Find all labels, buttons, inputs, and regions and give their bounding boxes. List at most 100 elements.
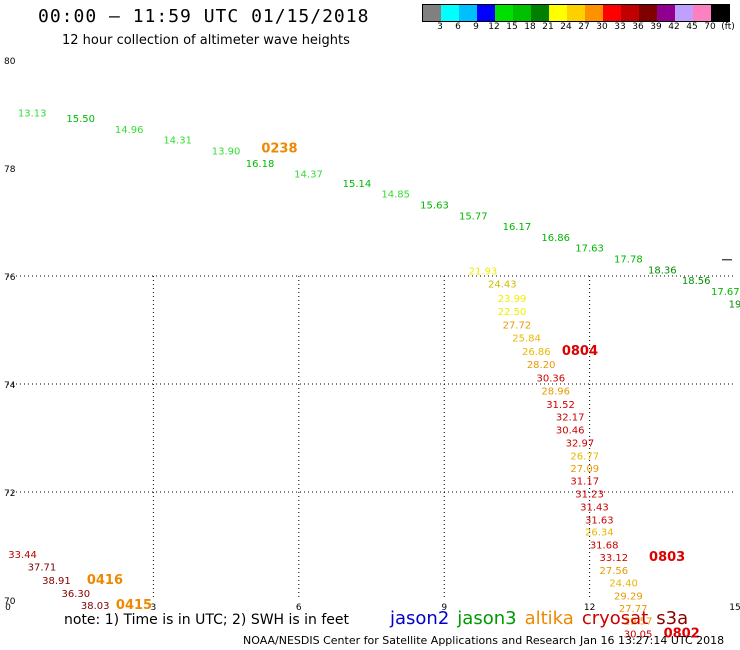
colorbar-label: 30 xyxy=(596,22,608,32)
data-point-label: 24.43 xyxy=(488,279,517,290)
data-point-label: 14.31 xyxy=(163,136,192,147)
legend-altika: altika xyxy=(524,608,574,629)
legend-cryosat: cryosat xyxy=(581,608,649,629)
data-point-label: 26.77 xyxy=(570,452,599,463)
x-tick-label: 3 xyxy=(151,603,157,613)
colorbar-label: 9 xyxy=(473,22,479,32)
colorbar-label: 39 xyxy=(650,22,662,32)
satellite-legend: jason2 jason3 altika cryosat s3a xyxy=(390,608,696,629)
data-point-label: 13.90 xyxy=(212,147,241,158)
cycle-label: 0803 xyxy=(649,550,685,565)
colorbar-label: 15 xyxy=(506,22,518,32)
colorbar-swatch xyxy=(675,5,693,21)
y-tick-label: 80 xyxy=(4,57,16,67)
colorbar-label: 18 xyxy=(524,22,536,32)
chart-title: 00:00 – 11:59 UTC 01/15/2018 xyxy=(38,6,370,27)
x-tick-label: 9 xyxy=(441,603,447,613)
colorbar-swatch xyxy=(459,5,477,21)
data-point-label: 33.44 xyxy=(8,550,37,561)
colorbar-swatch xyxy=(531,5,549,21)
y-tick-label: 74 xyxy=(4,381,16,391)
data-point-label: 19 xyxy=(729,299,740,310)
y-tick-label: 70 xyxy=(4,597,16,607)
cycle-label: 0804 xyxy=(562,344,598,359)
data-point-label: 17.63 xyxy=(575,244,604,255)
data-point-label: 15.50 xyxy=(66,114,95,125)
cycle-label: 0802 xyxy=(664,626,700,641)
data-point-label: 27.09 xyxy=(570,464,599,475)
colorbar-swatch xyxy=(513,5,531,21)
data-point-label: 14.37 xyxy=(294,170,323,181)
colorbar-label: 33 xyxy=(614,22,626,32)
data-point-label: 27.56 xyxy=(600,566,629,577)
data-point-label: 30.36 xyxy=(537,373,566,384)
generated-timestamp: Jan 16 13:27:14 UTC 2018 xyxy=(580,634,725,647)
data-point-label: 15.77 xyxy=(459,211,488,222)
data-point-label: 23.99 xyxy=(498,294,527,305)
colorbar-label: 21 xyxy=(542,22,554,32)
colorbar-label: 42 xyxy=(668,22,680,32)
colorbar-label: 24 xyxy=(560,22,572,32)
colorbar-label: 27 xyxy=(578,22,590,32)
data-point-label: 31.52 xyxy=(546,400,575,411)
colorbar-label: (ft) xyxy=(721,22,735,32)
data-point-label: 31.23 xyxy=(575,489,604,500)
colorbar-swatch xyxy=(639,5,657,21)
y-tick-label: 78 xyxy=(4,165,16,175)
data-point-label: 32.97 xyxy=(566,439,595,450)
colorbar-swatch xyxy=(495,5,513,21)
data-point-label: 36.30 xyxy=(62,589,91,600)
data-point-label: 29.29 xyxy=(614,591,643,602)
data-point-label: 25.84 xyxy=(512,333,541,344)
data-point-label: 24.40 xyxy=(609,579,638,590)
y-tick-label: 76 xyxy=(4,273,16,283)
colorbar-swatch xyxy=(567,5,585,21)
data-point-label: 31.17 xyxy=(570,476,599,487)
colorbar-label: 36 xyxy=(632,22,644,32)
chart-subtitle: 12 hour collection of altimeter wave hei… xyxy=(62,33,350,48)
x-tick-label: 6 xyxy=(296,603,302,613)
data-point-label: 31.63 xyxy=(585,515,614,526)
data-point-label: 38.91 xyxy=(42,576,71,587)
colorbar-swatch xyxy=(549,5,567,21)
data-point-label: 37.71 xyxy=(28,562,57,573)
data-point-label: 26.34 xyxy=(585,528,614,539)
footer-note: note: 1) Time is in UTC; 2) SWH is in fe… xyxy=(64,612,350,628)
x-tick-label: 15 xyxy=(729,603,740,613)
colorbar-swatch xyxy=(441,5,459,21)
data-point-label: 16.17 xyxy=(503,222,532,233)
colorbar-swatch xyxy=(477,5,495,21)
colorbar-label: 6 xyxy=(455,22,461,32)
colorbar-swatch xyxy=(693,5,711,21)
data-point-label: 17.67 xyxy=(711,287,740,298)
data-point-label: 33.12 xyxy=(600,553,629,564)
legend-s3a: s3a xyxy=(656,608,689,629)
colorbar-label: 12 xyxy=(488,22,500,32)
colorbar xyxy=(422,4,730,22)
data-point-label: 30.46 xyxy=(556,426,585,437)
colorbar-swatch xyxy=(621,5,639,21)
colorbar-swatch xyxy=(657,5,675,21)
data-point-label: 27.72 xyxy=(503,320,532,331)
colorbar-label: 45 xyxy=(686,22,698,32)
cycle-label: 0416 xyxy=(87,573,123,588)
cycle-label: 0238 xyxy=(261,141,297,156)
x-tick-label: 0 xyxy=(5,603,11,613)
data-point-label: 27.77 xyxy=(619,604,648,615)
colorbar-swatch xyxy=(603,5,621,21)
legend-jason3: jason3 xyxy=(457,608,517,629)
data-point-label: 21.93 xyxy=(469,266,498,277)
data-point-label: 31.43 xyxy=(580,502,609,513)
data-point-label: 22.50 xyxy=(498,307,527,318)
data-point-label: 18.56 xyxy=(682,276,711,287)
data-point-label: 26.86 xyxy=(522,347,551,358)
data-point-label: 13.13 xyxy=(18,109,47,120)
data-point-label: 14.85 xyxy=(381,190,410,201)
colorbar-swatch xyxy=(711,5,729,21)
x-tick-label: 12 xyxy=(584,603,595,613)
credit-text: NOAA/NESDIS Center for Satellite Applica… xyxy=(243,634,577,647)
legend-jason2: jason2 xyxy=(390,608,450,629)
y-tick-label: 72 xyxy=(4,489,15,499)
data-point-label: 31.68 xyxy=(590,541,619,552)
